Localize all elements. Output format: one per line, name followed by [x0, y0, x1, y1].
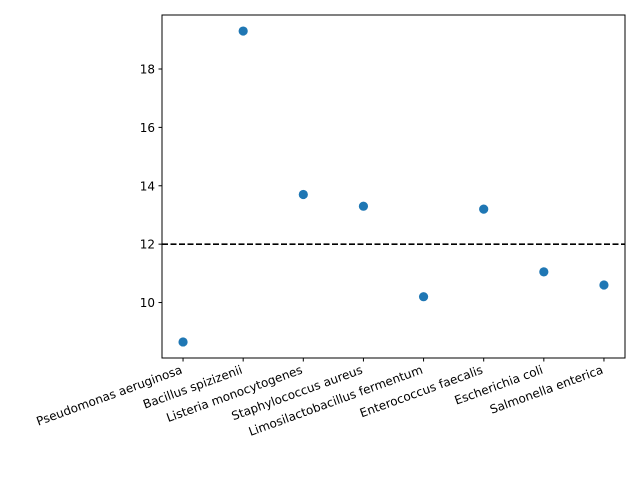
data-point [539, 267, 549, 277]
data-point [418, 292, 429, 302]
data-point [479, 204, 489, 214]
axes-frame [161, 14, 626, 359]
y-tick-label: 14 [140, 179, 155, 193]
data-point [238, 26, 248, 36]
y-tick-label: 18 [140, 63, 155, 77]
data-point [358, 201, 369, 211]
data-point [298, 189, 308, 200]
data-point [178, 337, 188, 347]
y-tick-label: 12 [140, 238, 155, 252]
data-point [599, 280, 609, 290]
y-tick-label: 16 [140, 121, 155, 135]
y-tick-label: 10 [140, 296, 155, 310]
